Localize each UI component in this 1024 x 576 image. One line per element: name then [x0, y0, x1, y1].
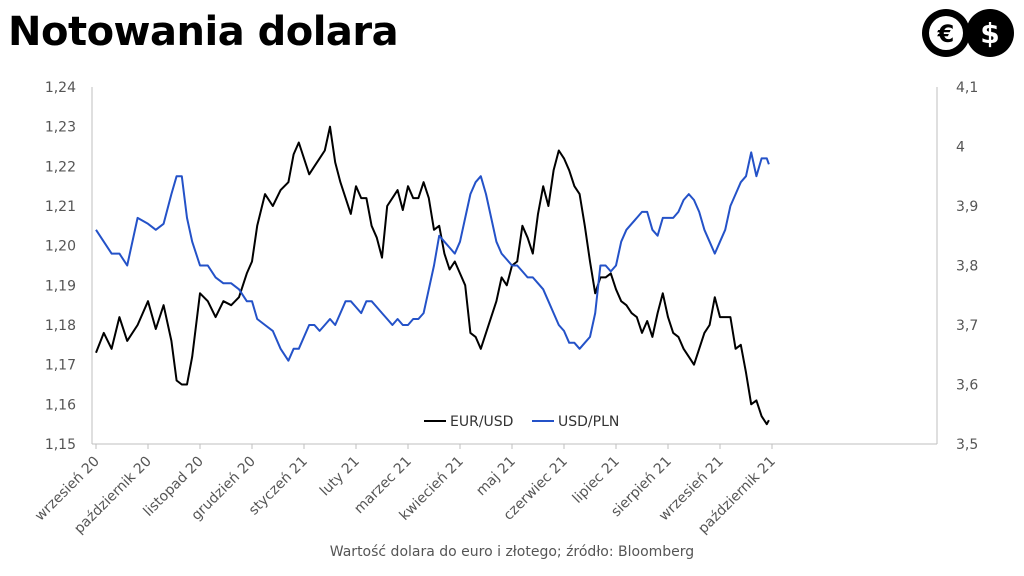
chart-axes: 1,15 1,16 1,17 1,18 1,19 1,20 1,21 1,22 1,23 1,24… [32, 80, 978, 537]
chart-legend: EUR/USD USD/PLN [424, 414, 619, 430]
chart-caption: Wartość dolara do euro i złotego; źródło… [329, 544, 695, 560]
y-left-tick-label: 1,21 [45, 199, 76, 215]
y-right-tick-label: 3,5 [956, 437, 978, 453]
series-line-usd-pln [95, 151, 770, 362]
y-right-tick-label: 3,8 [956, 259, 978, 275]
y-right-tick-label: 3,6 [956, 378, 978, 394]
y-left-tick-label: 1,17 [45, 358, 76, 374]
y-left-tick-label: 1,20 [45, 239, 76, 255]
y-left-tick-label: 1,23 [45, 120, 76, 136]
dollar-glyph: $ [980, 17, 999, 50]
euro-glyph: € [937, 20, 955, 48]
series-line-eur-usd [95, 125, 770, 426]
x-tick-label: luty 21 [317, 454, 363, 500]
y-left-tick-label: 1,18 [45, 318, 76, 334]
y-right-tick-label: 3,9 [956, 199, 978, 215]
euro-icon: € [922, 9, 970, 57]
y-left-tick-label: 1,15 [45, 437, 76, 453]
logo: € $ [922, 9, 1014, 57]
page-title: Notowania dolara [8, 9, 399, 55]
legend-label: USD/PLN [558, 414, 619, 430]
x-tick-label: lipiec 21 [570, 454, 623, 507]
legend-label: EUR/USD [450, 414, 513, 430]
y-right-tick-label: 3,7 [956, 318, 978, 334]
y-left-tick-label: 1,16 [45, 397, 76, 413]
x-tick-label: maj 21 [473, 454, 519, 500]
y-left-tick-label: 1,19 [45, 278, 76, 294]
dollar-icon: $ [966, 9, 1014, 57]
y-right-tick-label: 4 [956, 140, 965, 156]
y-left-tick-label: 1,24 [45, 80, 76, 96]
chart-lines [95, 125, 770, 426]
y-right-tick-label: 4,1 [956, 80, 978, 96]
y-left-tick-label: 1,22 [45, 159, 76, 175]
